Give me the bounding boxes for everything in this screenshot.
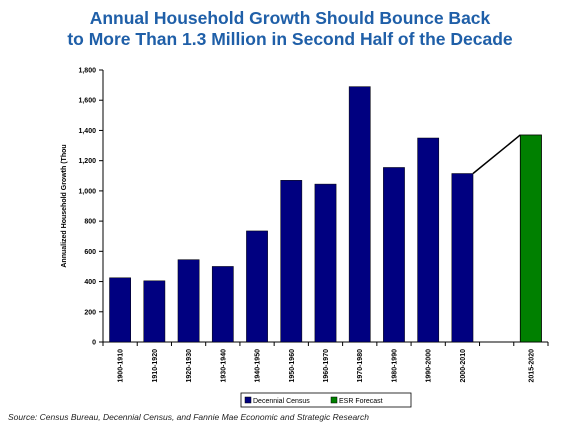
- bar-forecast: [519, 134, 542, 343]
- bar-census: [451, 173, 474, 343]
- x-tick-label: 1930-1940: [220, 349, 227, 383]
- x-tick-label: 1950-1960: [289, 349, 296, 383]
- legend-swatch-census: [244, 396, 252, 404]
- x-tick-label: 1960-1970: [323, 349, 330, 383]
- legend-label-forecast: ESR Forecast: [339, 398, 383, 405]
- chart-title-line-2: to More Than 1.3 Million in Second Half …: [67, 29, 513, 49]
- bar-census: [246, 230, 268, 343]
- connector-line: [472, 134, 521, 175]
- x-tick-label: 1910-1920: [152, 349, 159, 383]
- x-tick-label: 2000-2010: [460, 349, 467, 383]
- bar-census: [348, 86, 371, 343]
- y-tick-label: 800: [84, 219, 96, 226]
- bar-census: [109, 277, 131, 343]
- bar-census: [314, 183, 337, 343]
- y-tick-label: 1,600: [78, 98, 96, 105]
- y-axis-label: Annualized Household Growth (Thou: [61, 144, 68, 267]
- y-tick-label: 1,400: [78, 128, 96, 135]
- legend-label-census: Decennial Census: [253, 398, 310, 405]
- y-tick-label: 0: [92, 340, 96, 347]
- bar-census: [280, 180, 303, 343]
- chart-title: Annual Household Growth Should Bounce Ba…: [0, 8, 580, 50]
- x-tick-label: 1900-1910: [118, 349, 125, 383]
- source-note: Source: Census Bureau, Decennial Census,…: [8, 412, 369, 422]
- legend-swatch-forecast: [330, 396, 338, 404]
- y-tick-label: 1,000: [78, 188, 96, 195]
- y-tick-label: 200: [84, 309, 96, 316]
- bar-census: [211, 266, 234, 343]
- x-tick-label: 1940-1950: [255, 349, 262, 383]
- x-tick-label: 1990-2000: [426, 349, 433, 383]
- chart-title-line-1: Annual Household Growth Should Bounce Ba…: [89, 8, 491, 28]
- y-tick-label: 400: [84, 279, 96, 286]
- y-tick-label: 1,200: [78, 158, 96, 165]
- bar-census: [383, 167, 405, 343]
- x-tick-label: 1920-1930: [186, 349, 193, 383]
- x-tick-label: 2015-2020: [528, 349, 535, 383]
- bar-census: [177, 259, 200, 343]
- y-tick-label: 600: [84, 249, 96, 256]
- bar-census: [417, 137, 440, 343]
- legend-box: [240, 392, 412, 408]
- bar-census: [143, 280, 166, 343]
- x-tick-label: 1980-1990: [391, 349, 398, 383]
- x-tick-label: 1970-1980: [357, 349, 364, 383]
- y-tick-label: 1,800: [78, 68, 96, 75]
